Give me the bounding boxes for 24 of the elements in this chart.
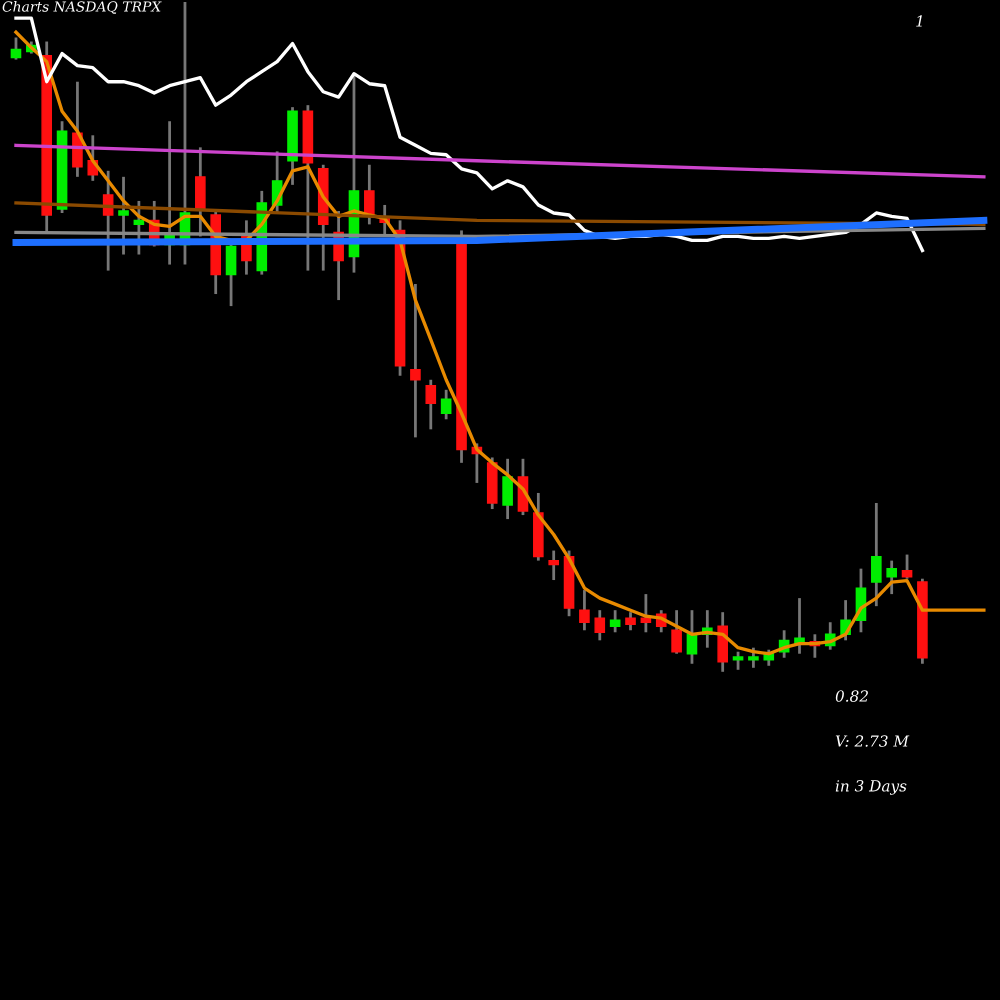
candlestick: [440, 388, 452, 421]
candlestick: [425, 378, 437, 431]
candlestick: [640, 592, 652, 634]
candlestick: [410, 282, 421, 439]
candlestick: [625, 610, 636, 632]
candlestick: [671, 608, 682, 656]
candlestick: [717, 610, 728, 674]
candlestick: [118, 175, 129, 256]
candlestick: [10, 36, 22, 61]
candlestick: [871, 501, 882, 608]
candlestick: [732, 650, 744, 672]
candlestick: [886, 559, 897, 596]
candlestick: [548, 549, 559, 582]
candlestick: [533, 491, 544, 563]
candlestick: [225, 239, 237, 308]
candlestick: [195, 145, 206, 238]
candlestick: [748, 646, 759, 670]
candlestick: [364, 163, 375, 226]
candlestick: [502, 457, 513, 521]
candlestick: [579, 588, 590, 632]
candlestick: [486, 456, 498, 511]
candlestick: [901, 553, 913, 581]
candlestick: [594, 608, 606, 642]
candlestick: [609, 608, 621, 634]
